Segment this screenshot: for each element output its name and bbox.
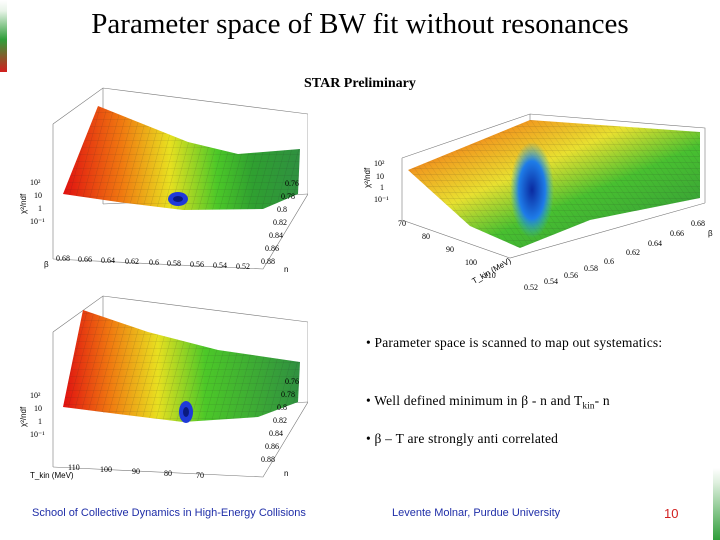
y-axis-ticks: 0.68 0.66 0.64 0.62 0.6 0.58 0.56 0.54 0…: [524, 219, 705, 292]
svg-text:0.78: 0.78: [281, 390, 295, 399]
x-axis-ticks: 0.68 0.66 0.64 0.62 0.6 0.58 0.56 0.54 0…: [56, 254, 250, 271]
x-axis-ticks: 110 100 90 80 70: [68, 463, 204, 480]
slide-title: Parameter space of BW fit without resona…: [91, 8, 629, 40]
svg-text:0.56: 0.56: [564, 271, 578, 280]
svg-text:0.84: 0.84: [269, 231, 283, 240]
svg-text:0.76: 0.76: [285, 179, 299, 188]
svg-text:0.66: 0.66: [670, 229, 684, 238]
svg-text:0.62: 0.62: [125, 257, 139, 266]
svg-text:0.86: 0.86: [265, 442, 279, 451]
svg-text:0.76: 0.76: [285, 377, 299, 386]
svg-text:10⁻¹: 10⁻¹: [30, 217, 45, 226]
svg-text:0.8: 0.8: [277, 205, 287, 214]
svg-text:10²: 10²: [30, 178, 41, 187]
svg-text:0.62: 0.62: [626, 248, 640, 257]
svg-text:80: 80: [164, 469, 172, 478]
svg-text:0.86: 0.86: [265, 244, 279, 253]
y-axis-ticks: 0.76 0.78 0.8 0.82 0.84 0.86 0.88: [261, 179, 299, 266]
y-axis-label: n: [284, 469, 288, 478]
svg-text:0.58: 0.58: [167, 259, 181, 268]
y-axis-label: n: [284, 265, 288, 274]
z-axis-ticks: 10² 10 1 10⁻¹: [374, 159, 389, 204]
z-axis-label: χ²/ndf: [363, 167, 372, 188]
svg-text:70: 70: [398, 219, 406, 228]
chi2-minimum-well: [510, 142, 554, 238]
y-axis-ticks: 0.76 0.78 0.8 0.82 0.84 0.86 0.88: [261, 377, 299, 464]
z-axis-label: χ²/ndf: [19, 406, 28, 427]
svg-text:10²: 10²: [374, 159, 385, 168]
svg-text:0.52: 0.52: [236, 262, 250, 271]
svg-text:10⁻¹: 10⁻¹: [30, 430, 45, 439]
z-axis-ticks: 10² 10 1 10⁻¹: [30, 391, 45, 439]
svg-text:10: 10: [34, 191, 42, 200]
svg-text:0.54: 0.54: [213, 261, 227, 270]
star-preliminary-label: STAR Preliminary: [304, 76, 416, 91]
svg-text:0.56: 0.56: [190, 260, 204, 269]
svg-text:0.82: 0.82: [273, 416, 287, 425]
svg-text:100: 100: [465, 258, 477, 267]
surface-plot-t-beta: 10² 10 1 10⁻¹ χ²/ndf 70 80 90 100 110 T_…: [360, 108, 715, 303]
svg-text:0.82: 0.82: [273, 218, 287, 227]
svg-text:1: 1: [38, 204, 42, 213]
svg-text:90: 90: [446, 245, 454, 254]
svg-text:10⁻¹: 10⁻¹: [374, 195, 389, 204]
x-axis-label: T_kin (MeV): [30, 471, 74, 480]
svg-text:1: 1: [38, 417, 42, 426]
svg-text:90: 90: [132, 467, 140, 476]
svg-text:0.84: 0.84: [269, 429, 283, 438]
svg-text:0.54: 0.54: [544, 277, 558, 286]
svg-text:110: 110: [68, 463, 80, 472]
page-number: 10: [664, 506, 679, 521]
svg-text:0.66: 0.66: [78, 255, 92, 264]
z-axis-ticks: 10² 10 1 10⁻¹: [30, 178, 45, 226]
footer-author: Levente Molnar, Purdue University: [392, 507, 561, 519]
svg-text:0.8: 0.8: [277, 403, 287, 412]
x-axis-ticks: 70 80 90 100 110: [398, 219, 496, 280]
svg-text:0.6: 0.6: [149, 258, 159, 267]
footer-conference: School of Collective Dynamics in High-En…: [32, 507, 306, 519]
svg-text:0.64: 0.64: [101, 256, 115, 265]
svg-text:10²: 10²: [30, 391, 41, 400]
svg-text:10: 10: [34, 404, 42, 413]
svg-text:0.68: 0.68: [56, 254, 70, 263]
svg-text:0.6: 0.6: [604, 257, 614, 266]
svg-text:0.68: 0.68: [691, 219, 705, 228]
svg-text:80: 80: [422, 232, 430, 241]
svg-text:0.88: 0.88: [261, 455, 275, 464]
svg-text:0.58: 0.58: [584, 264, 598, 273]
svg-text:0.78: 0.78: [281, 192, 295, 201]
y-axis-label: β: [708, 229, 713, 238]
svg-text:110: 110: [484, 271, 496, 280]
accent-bar-left: [0, 0, 7, 72]
bullet-minimum: • Well defined minimum in β - n and Tkin…: [366, 393, 610, 411]
accent-bar-right: [713, 468, 720, 540]
svg-text:70: 70: [196, 471, 204, 480]
svg-text:100: 100: [100, 465, 112, 474]
svg-text:0.64: 0.64: [648, 239, 662, 248]
svg-text:1: 1: [380, 183, 384, 192]
svg-text:10: 10: [376, 172, 384, 181]
surface-plot-t-n: 10² 10 1 10⁻¹ χ²/ndf 110 100 90 80 70 T_…: [8, 292, 308, 492]
bullet-correlation: • β – T are strongly anti correlated: [366, 431, 559, 446]
bullet-scan: • Parameter space is scanned to map out …: [366, 335, 663, 350]
surface-plot-beta-n: 10² 10 1 10⁻¹ χ²/ndf 0.68 0.66 0.64 0.62…: [8, 84, 308, 284]
svg-text:0.88: 0.88: [261, 257, 275, 266]
z-axis-label: χ²/ndf: [19, 193, 28, 214]
x-axis-label: β: [44, 260, 49, 269]
svg-text:0.52: 0.52: [524, 283, 538, 292]
